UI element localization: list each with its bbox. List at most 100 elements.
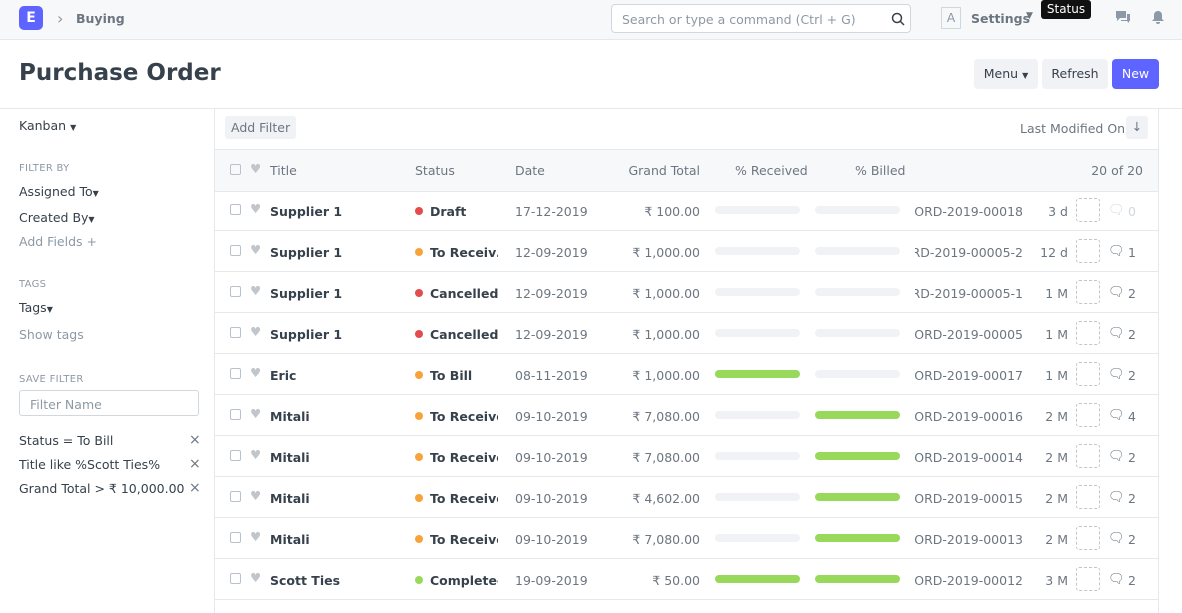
assign-box[interactable] xyxy=(1076,444,1100,468)
show-tags[interactable]: Show tags xyxy=(19,327,84,342)
modified: 2 M xyxy=(1045,450,1068,465)
heart[interactable]: ♥ xyxy=(250,161,262,176)
name-cell: ORD-2019-00005-1 xyxy=(915,286,1023,301)
heart[interactable]: ♥ xyxy=(250,201,262,216)
assign-box[interactable] xyxy=(1076,198,1100,222)
checkbox[interactable] xyxy=(230,327,241,338)
heart[interactable]: ♥ xyxy=(250,570,262,585)
name-cell: -ORD-2019-00012 xyxy=(915,573,1023,588)
bell-icon[interactable] xyxy=(1151,10,1165,24)
chat-icon[interactable] xyxy=(1115,10,1131,24)
title[interactable]: Supplier 1 xyxy=(270,245,343,260)
name-cell: -ORD-2019-00015 xyxy=(915,491,1023,506)
grand-total: ₹ 1,000.00 xyxy=(632,368,700,383)
filter-name-input[interactable]: Filter Name xyxy=(19,390,199,416)
checkbox[interactable] xyxy=(230,532,241,543)
checkbox[interactable] xyxy=(230,368,241,379)
title[interactable]: Scott Ties xyxy=(270,573,341,588)
refresh-button[interactable]: Refresh xyxy=(1042,59,1108,89)
document-name: ORD-2019-00005-2 xyxy=(915,245,1023,260)
divider xyxy=(1158,108,1159,613)
heart[interactable]: ♥ xyxy=(250,447,262,462)
saved-filter[interactable]: Status = To Bill xyxy=(19,433,114,448)
search-box[interactable]: Search or type a command (Ctrl + G) xyxy=(611,4,911,33)
row-divider xyxy=(215,558,1158,559)
checkbox[interactable] xyxy=(230,164,241,175)
new-button[interactable]: New xyxy=(1112,59,1159,89)
heart[interactable]: ♥ xyxy=(250,365,262,380)
breadcrumb[interactable]: Buying xyxy=(76,11,125,26)
assign-box[interactable] xyxy=(1076,567,1100,591)
date: 08-11-2019 xyxy=(515,368,588,383)
saved-filter[interactable]: Title like %Scott Ties% xyxy=(19,457,161,472)
heart[interactable]: ♥ xyxy=(250,529,262,544)
remove-filter[interactable]: × xyxy=(189,480,201,496)
checkbox[interactable] xyxy=(230,204,241,215)
title[interactable]: Mitali xyxy=(270,532,310,547)
date: 09-10-2019 xyxy=(515,450,588,465)
checkbox[interactable] xyxy=(230,491,241,502)
progress-fill xyxy=(715,370,800,378)
status-dot xyxy=(415,535,423,543)
status: To Receive xyxy=(430,409,498,424)
heart[interactable]: ♥ xyxy=(250,488,262,503)
saved-filter[interactable]: Grand Total > ₹ 10,000.00 xyxy=(19,481,185,496)
modified: 1 M xyxy=(1045,327,1068,342)
title[interactable]: Supplier 1 xyxy=(270,327,343,342)
checkbox[interactable] xyxy=(230,450,241,461)
title[interactable]: Supplier 1 xyxy=(270,286,343,301)
status: To Receive xyxy=(430,450,498,465)
row-divider xyxy=(215,435,1158,436)
title[interactable]: Mitali xyxy=(270,450,310,465)
progress-bar xyxy=(715,411,800,419)
menu-button[interactable]: Menu ▼ xyxy=(974,59,1038,89)
title[interactable]: Mitali xyxy=(270,491,310,506)
tags[interactable]: Tags▼ xyxy=(19,300,53,315)
heart[interactable]: ♥ xyxy=(250,324,262,339)
checkbox[interactable] xyxy=(230,286,241,297)
progress-bar xyxy=(815,206,900,214)
sort-selector[interactable]: Last Modified On xyxy=(1020,121,1126,136)
heart[interactable]: ♥ xyxy=(250,406,262,421)
checkbox[interactable] xyxy=(230,409,241,420)
title[interactable]: Eric xyxy=(270,368,297,383)
remove-filter[interactable]: × xyxy=(189,456,201,472)
section-heading: TAGS xyxy=(19,279,47,290)
filter-by[interactable]: Created By▼ xyxy=(19,210,95,225)
checkbox[interactable] xyxy=(230,573,241,584)
sort-order[interactable]: ↓ xyxy=(1126,116,1148,139)
assign-box[interactable] xyxy=(1076,239,1100,263)
comment-count: 2 xyxy=(1128,532,1136,547)
assign-box[interactable] xyxy=(1076,485,1100,509)
title[interactable]: Mitali xyxy=(270,409,310,424)
grand-total: ₹ 100.00 xyxy=(644,204,700,219)
remove-filter[interactable]: × xyxy=(189,432,201,448)
heart[interactable]: ♥ xyxy=(250,242,262,257)
checkbox[interactable] xyxy=(230,245,241,256)
settings[interactable]: Settings xyxy=(971,11,1031,26)
progress-bar xyxy=(815,575,900,583)
progress-bar xyxy=(715,575,800,583)
status: To Receive xyxy=(430,491,498,506)
assign-box[interactable] xyxy=(1076,526,1100,550)
navbar: E › Buying Search or type a command (Ctr… xyxy=(0,0,1182,40)
search-icon xyxy=(891,12,905,26)
assign-box[interactable] xyxy=(1076,403,1100,427)
title[interactable]: Supplier 1 xyxy=(270,204,343,219)
assign-box[interactable] xyxy=(1076,321,1100,345)
record-count: 20 of 20 xyxy=(1091,163,1143,178)
progress-bar xyxy=(815,370,900,378)
view-switcher[interactable]: Kanban ▼ xyxy=(19,118,77,133)
heart[interactable]: ♥ xyxy=(250,283,262,298)
add-fields[interactable]: Add Fields + xyxy=(19,234,97,249)
add-filter[interactable]: Add Filter xyxy=(225,116,297,139)
assign-box[interactable] xyxy=(1076,362,1100,386)
comment-count: 2 xyxy=(1128,491,1136,506)
logo[interactable]: E xyxy=(19,6,43,30)
filter-by[interactable]: Assigned To▼ xyxy=(19,184,99,199)
assign-box[interactable] xyxy=(1076,280,1100,304)
comment-icon: 🗨 xyxy=(1108,408,1125,423)
avatar[interactable]: A xyxy=(941,7,961,29)
status: To Receive xyxy=(430,532,498,547)
modified: 1 M xyxy=(1045,286,1068,301)
